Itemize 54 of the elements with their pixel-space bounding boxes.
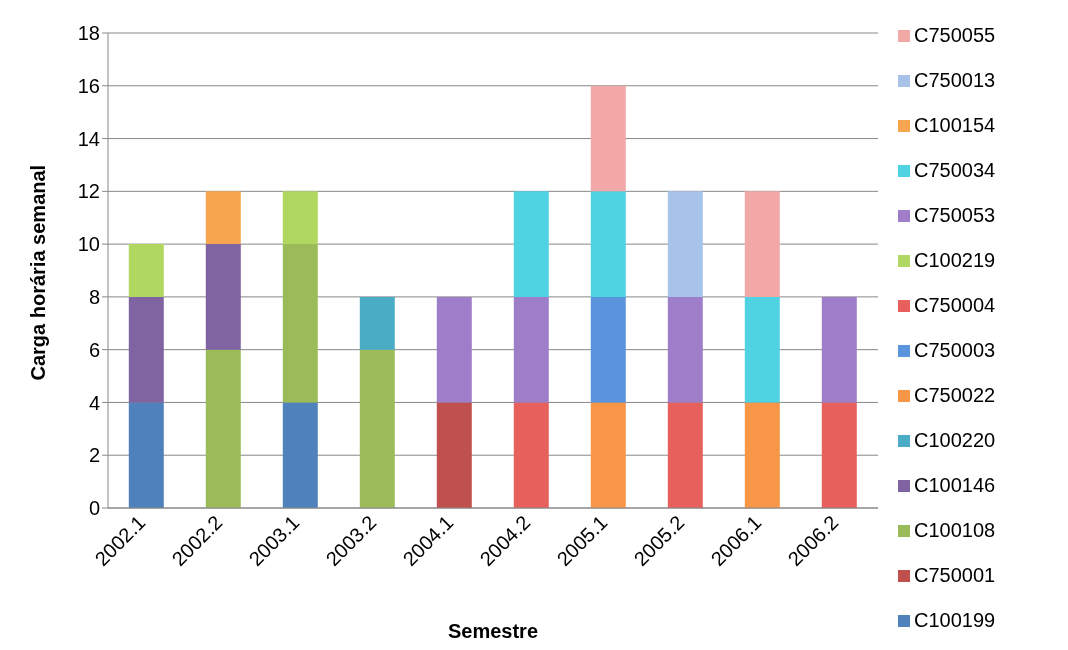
y-tick-label: 8 [88, 285, 100, 308]
bar [128, 402, 164, 508]
bar [744, 191, 780, 297]
y-tick-label: 16 [77, 74, 100, 97]
bar [513, 402, 549, 508]
y-tick-label: 18 [77, 22, 100, 45]
legend-label: C750001 [914, 564, 996, 587]
legend-label: C100108 [914, 519, 996, 542]
legend-label: C100219 [914, 249, 996, 272]
bar [590, 296, 626, 403]
bar [436, 402, 472, 508]
bar [513, 296, 549, 403]
bar [359, 349, 395, 508]
legend-label: C750013 [914, 69, 996, 92]
legend-label: C750055 [914, 24, 996, 47]
x-axis-title: Semestre [447, 620, 539, 642]
y-tick-label: 14 [77, 127, 100, 150]
bar [282, 191, 318, 245]
legend-label: C750022 [914, 384, 996, 407]
bar [744, 296, 780, 403]
bar [128, 244, 164, 297]
bar [436, 296, 472, 403]
bar [282, 402, 318, 508]
legend-label: C100220 [914, 429, 996, 452]
bar [667, 191, 703, 297]
bar [667, 296, 703, 403]
bar [513, 191, 549, 297]
legend-label: C750004 [914, 294, 996, 317]
bar [282, 244, 318, 403]
bar [205, 191, 241, 245]
legend-label: C750053 [914, 204, 996, 227]
bar [128, 296, 164, 403]
y-tick-label: 6 [88, 338, 100, 361]
bar [359, 296, 395, 350]
legend-label: C100199 [914, 609, 996, 632]
legend-label: C750003 [914, 339, 996, 362]
bar [590, 191, 626, 297]
y-tick-label: 2 [88, 444, 100, 467]
bar [744, 402, 780, 508]
y-axis-title: Carga horária semanal [27, 164, 50, 381]
legend-label: C100146 [914, 474, 996, 497]
bar [821, 402, 857, 508]
legend-label: C750034 [914, 159, 996, 182]
y-tick-label: 12 [77, 180, 100, 203]
bar [590, 402, 626, 508]
legend-label: C100154 [914, 114, 996, 137]
y-tick-label: 4 [88, 391, 100, 414]
bar [205, 244, 241, 350]
y-tick-label: 0 [88, 497, 100, 520]
bar [821, 296, 857, 403]
bar [667, 402, 703, 508]
y-tick-label: 10 [77, 233, 100, 256]
bar [590, 85, 626, 192]
bar [205, 349, 241, 508]
